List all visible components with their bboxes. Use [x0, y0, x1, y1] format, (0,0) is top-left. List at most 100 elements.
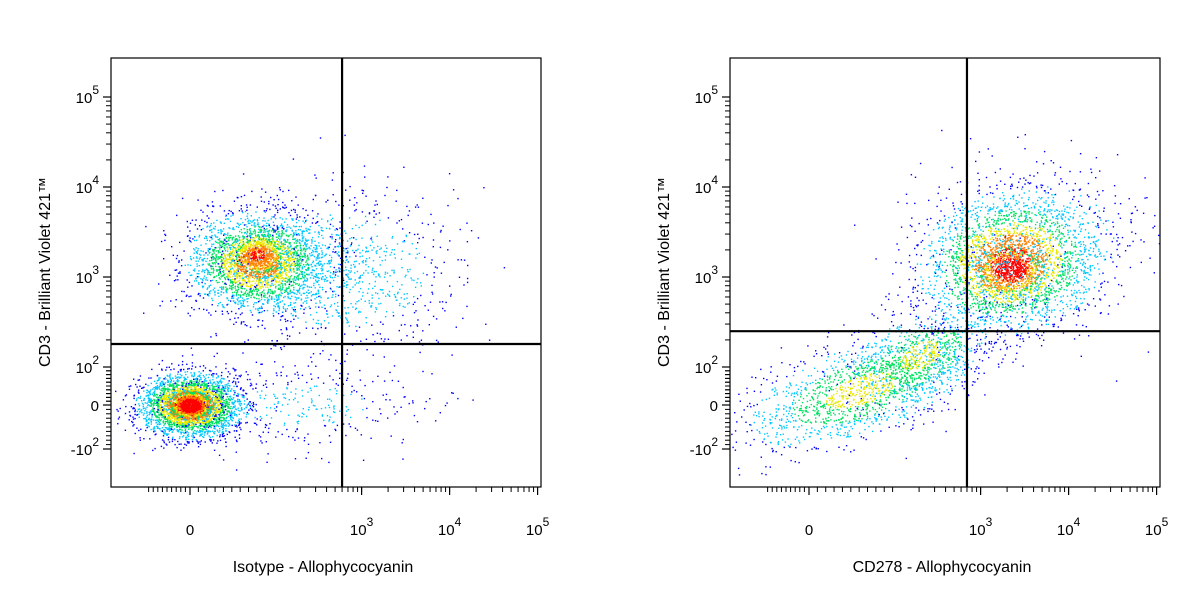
event-dot — [256, 272, 258, 274]
event-dot — [244, 299, 246, 301]
event-dot — [194, 249, 196, 251]
event-dot — [220, 399, 222, 402]
event-dot — [220, 390, 223, 392]
event-dot — [262, 384, 265, 387]
event-dot — [267, 274, 270, 276]
event-dot — [310, 271, 312, 274]
event-dot — [346, 251, 348, 254]
event-dot — [227, 407, 229, 409]
event-dot — [182, 417, 184, 419]
event-dot — [172, 254, 174, 256]
event-dot — [314, 251, 316, 253]
event-dot — [308, 267, 310, 270]
event-dot — [145, 429, 147, 432]
event-dot — [160, 404, 162, 406]
event-dot — [207, 293, 209, 295]
event-dot — [203, 277, 205, 279]
event-dot — [261, 188, 263, 190]
event-dot — [201, 433, 204, 435]
event-dot — [299, 258, 302, 260]
event-dot — [222, 269, 225, 272]
event-dot — [203, 387, 205, 389]
event-dot — [240, 394, 243, 396]
event-dot — [205, 391, 208, 393]
event-dot — [164, 420, 167, 423]
event-dot — [155, 386, 157, 388]
event-dot — [153, 387, 155, 389]
event-dot — [239, 265, 241, 268]
event-dot — [263, 292, 265, 294]
event-dot — [288, 278, 290, 281]
event-dot — [232, 254, 234, 256]
event-dot — [197, 446, 200, 448]
event-dot — [290, 285, 292, 287]
event-dot — [170, 395, 172, 398]
event-dot — [169, 416, 171, 418]
event-dot — [166, 417, 168, 419]
event-dot — [236, 426, 238, 428]
event-dot — [176, 254, 179, 257]
event-dot — [229, 411, 231, 414]
event-dot — [240, 208, 242, 210]
event-dot — [151, 399, 153, 402]
event-dot — [243, 271, 245, 273]
event-dot — [248, 277, 251, 279]
event-dot — [149, 438, 151, 440]
event-dot — [239, 272, 241, 274]
event-dot — [268, 263, 271, 265]
event-dot — [182, 411, 185, 413]
event-dot — [219, 428, 221, 430]
event-dot — [203, 431, 206, 433]
event-dot — [193, 390, 196, 392]
event-dot — [274, 274, 276, 276]
event-dot — [182, 435, 185, 437]
event-dot — [171, 425, 173, 428]
event-dot — [202, 370, 204, 372]
event-dot — [149, 393, 151, 396]
event-dot — [268, 200, 270, 203]
event-dot — [153, 410, 155, 412]
event-dot — [190, 390, 192, 392]
event-dot — [168, 366, 170, 368]
event-dot — [339, 263, 342, 266]
event-dot — [239, 410, 241, 412]
event-dot — [195, 277, 197, 280]
event-dot — [143, 397, 145, 400]
event-dot — [178, 260, 180, 262]
event-dot — [245, 271, 248, 274]
event-dot — [248, 228, 251, 231]
event-dot — [213, 373, 215, 375]
event-dot — [241, 239, 243, 241]
event-dot — [277, 241, 280, 243]
event-dot — [207, 430, 210, 432]
event-dot — [198, 422, 200, 424]
event-dot — [203, 257, 206, 260]
event-dot — [237, 294, 240, 296]
event-dot — [311, 254, 313, 256]
event-dot — [159, 414, 161, 417]
event-dot — [162, 411, 164, 413]
event-dot — [180, 449, 182, 451]
event-dot — [326, 247, 328, 250]
event-dot — [170, 378, 172, 381]
event-dot — [210, 224, 212, 227]
event-dot — [304, 300, 306, 303]
event-dot — [165, 403, 167, 405]
event-dot — [160, 240, 163, 243]
event-dot — [205, 421, 207, 423]
event-dot — [276, 211, 279, 214]
event-dot — [275, 240, 278, 242]
event-dot — [236, 250, 238, 253]
event-dot — [168, 402, 170, 404]
event-dot — [160, 430, 162, 432]
event-dot — [227, 425, 230, 427]
event-dot — [149, 405, 151, 407]
event-dot — [195, 433, 197, 435]
event-dot — [306, 258, 308, 260]
event-dot — [215, 399, 217, 402]
event-dot — [225, 398, 227, 401]
event-dot — [294, 265, 296, 267]
event-dot — [229, 385, 231, 387]
event-dot — [231, 415, 233, 417]
event-dot — [211, 400, 214, 402]
